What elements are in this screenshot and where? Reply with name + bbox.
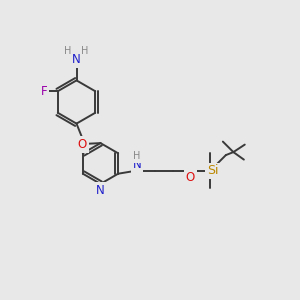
Text: H: H (64, 46, 72, 56)
Text: H: H (133, 151, 140, 161)
Text: N: N (96, 184, 105, 197)
Text: N: N (132, 158, 141, 171)
Text: Si: Si (207, 164, 218, 177)
Text: O: O (78, 138, 87, 151)
Text: H: H (81, 46, 88, 56)
Text: F: F (40, 85, 47, 98)
Text: O: O (186, 171, 195, 184)
Text: N: N (72, 53, 81, 66)
